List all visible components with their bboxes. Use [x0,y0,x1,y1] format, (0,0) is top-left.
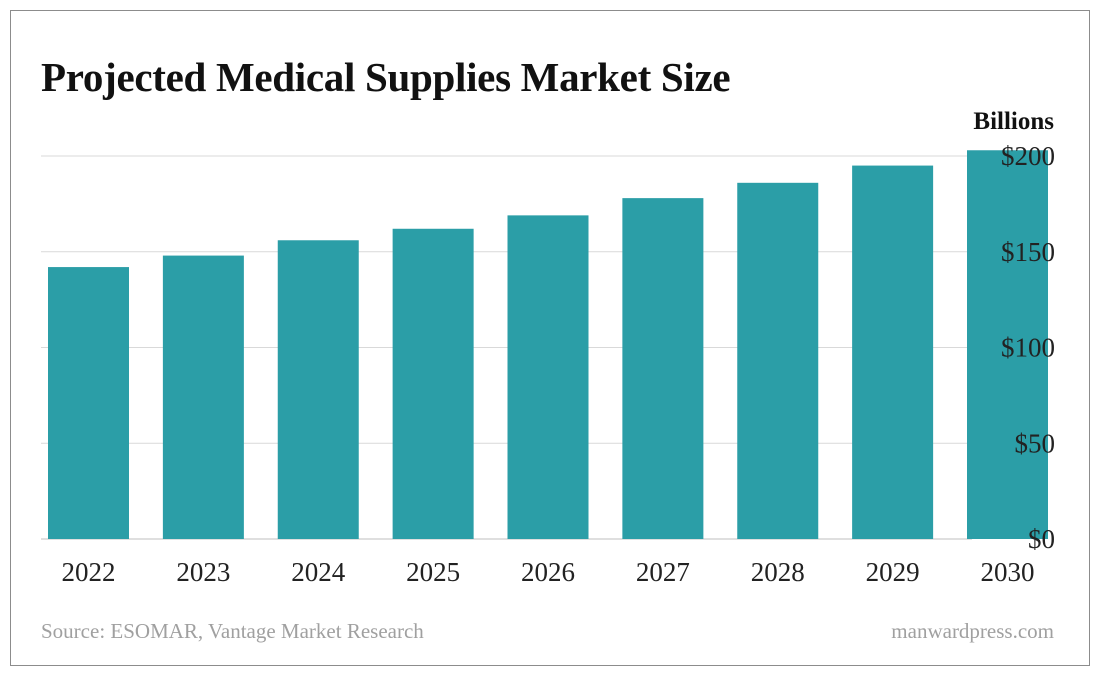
x-tick-label: 2022 [62,557,116,587]
x-tick-label: 2027 [636,557,690,587]
x-tick-label: 2023 [176,557,230,587]
x-tick-label: 2026 [521,557,575,587]
site-credit: manwardpress.com [891,619,1054,643]
bar [622,198,704,539]
x-tick-label: 2029 [866,557,920,587]
y-tick-label: $200 [1001,141,1055,171]
bar [507,215,589,540]
y-axis-unit-label: Billions [973,108,1054,135]
bar [852,165,934,539]
bar [737,182,819,539]
chart-title: Projected Medical Supplies Market Size [41,54,731,100]
y-tick-label: $100 [1001,333,1055,363]
x-tick-label: 2030 [981,557,1035,587]
bar [162,255,244,539]
bar [967,150,1048,539]
bar [277,240,359,539]
bar [48,267,129,539]
bars [48,150,1048,540]
x-tick-label: 2028 [751,557,805,587]
source-note: Source: ESOMAR, Vantage Market Research [41,619,424,643]
x-tick-label: 2025 [406,557,460,587]
y-axis-ticks: $0 $50 $100 $150 $200 [1001,141,1055,554]
x-axis-ticks: 2022 2023 2024 2025 2026 2027 2028 2029 2030 [62,557,1035,587]
y-tick-label: $50 [1015,428,1056,458]
y-tick-label: $0 [1028,524,1055,554]
bar [392,228,474,539]
x-tick-label: 2024 [291,557,346,587]
y-tick-label: $150 [1001,237,1055,267]
